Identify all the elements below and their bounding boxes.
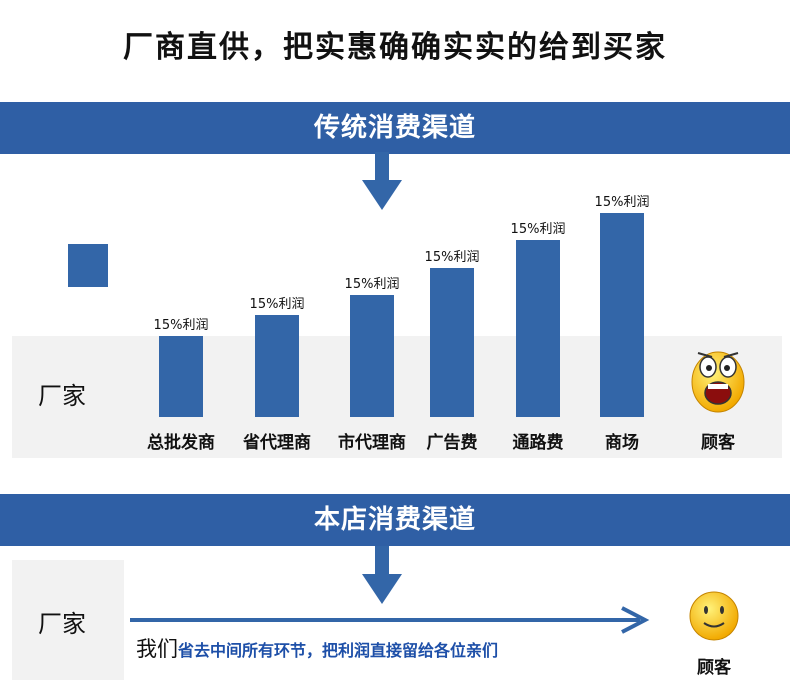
smiling-face-icon [689, 591, 739, 641]
traditional-band [12, 336, 782, 458]
channel-label: 商场 [605, 433, 639, 453]
margin-label: 15%利润 [344, 277, 400, 292]
channel-label: 通路费 [512, 433, 564, 453]
store-message-text: 省去中间所有环节，把利润直接留给各位亲们 [178, 641, 499, 660]
down-arrow-icon-2 [362, 546, 402, 604]
channel-bar [516, 240, 560, 417]
legend-square [68, 244, 108, 287]
right-arrow-icon [130, 606, 650, 634]
customer-label-traditional: 顾客 [701, 433, 735, 453]
margin-label: 15%利润 [424, 250, 480, 265]
channel-label: 总批发商 [147, 433, 215, 453]
margin-label: 15%利润 [249, 297, 305, 312]
store-message: 我们省去中间所有环节，把利润直接留给各位亲们 [136, 633, 498, 663]
channel-bar [600, 213, 644, 417]
down-arrow-icon [362, 152, 402, 210]
channel-bar [255, 315, 299, 417]
customer-label-store: 顾客 [697, 658, 731, 678]
factory-label-store: 厂家 [38, 610, 86, 638]
channel-bar [430, 268, 474, 417]
margin-label: 15%利润 [153, 318, 209, 333]
store-band [12, 560, 124, 680]
channel-label: 省代理商 [243, 433, 311, 453]
page-headline: 厂商直供，把实惠确确实实的给到买家 [123, 30, 667, 65]
shocked-face-icon [691, 351, 745, 413]
channel-bar [159, 336, 203, 417]
channel-bar [350, 295, 394, 417]
store-channel-banner: 本店消费渠道 [0, 494, 790, 546]
traditional-channel-banner: 传统消费渠道 [0, 102, 790, 154]
channel-label: 广告费 [426, 433, 478, 453]
channel-label: 市代理商 [338, 433, 406, 453]
store-message-we: 我们 [136, 637, 178, 661]
factory-label: 厂家 [38, 382, 86, 410]
margin-label: 15%利润 [594, 195, 650, 210]
margin-label: 15%利润 [510, 222, 566, 237]
